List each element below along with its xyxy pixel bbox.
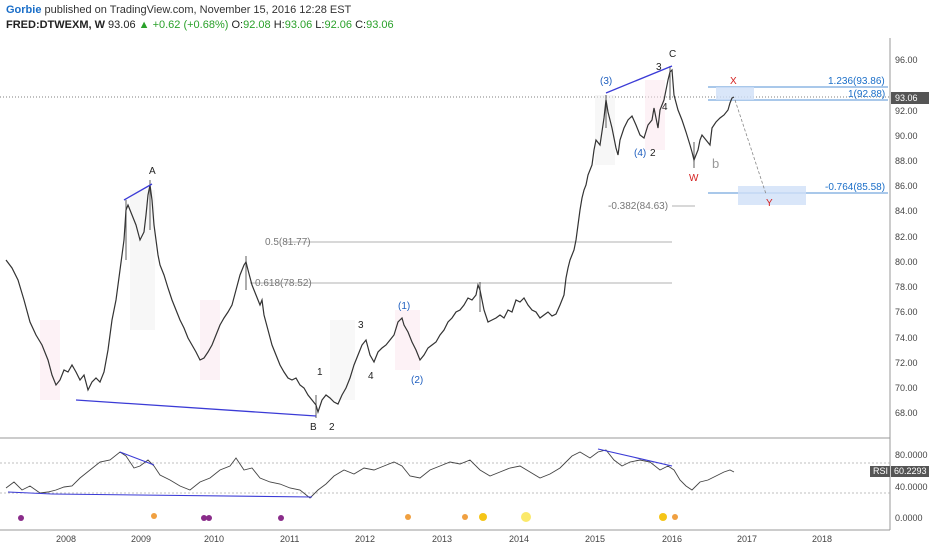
rsi-pane[interactable]: 80.0000 40.0000 0.0000 RSI 60.2293 xyxy=(0,448,929,523)
wave-1-label: 1 xyxy=(317,367,323,378)
time-tick: 2018 xyxy=(812,534,832,544)
fib-0382-label: -0.382(84.63) xyxy=(608,201,668,212)
time-tick: 2009 xyxy=(131,534,151,544)
rsi-value-badge xyxy=(891,466,929,477)
target-box-x[interactable] xyxy=(716,87,754,100)
fib-0618-label: 0.618(78.52) xyxy=(255,278,312,289)
wave-p3-label: (3) xyxy=(600,76,612,87)
price-tick: 86.00 xyxy=(895,181,918,191)
trend-lines[interactable] xyxy=(75,65,673,417)
wave-4b-label: 4 xyxy=(662,102,668,113)
author-link[interactable]: Gorbie xyxy=(6,4,42,16)
fib-levels[interactable]: 0.618(78.52) 0.5(81.77) -0.382(84.63) -0… xyxy=(250,76,888,289)
rsi-trend-low-a[interactable] xyxy=(7,491,53,495)
target-box-y[interactable] xyxy=(738,186,806,205)
ohlc-legend: FRED:DTWEXM, W 93.06 ▲ +0.62 (+0.68%) O:… xyxy=(6,19,394,31)
wave-2-label: 2 xyxy=(329,422,335,433)
price-tick: 82.00 xyxy=(895,232,918,242)
open-label: O: xyxy=(231,19,244,31)
rsi-trend-high-a[interactable] xyxy=(119,451,155,466)
trend-line-a[interactable] xyxy=(123,183,153,201)
last-price-badge-text: 93.06 xyxy=(895,93,918,103)
price-tick: 90.00 xyxy=(895,131,918,141)
wave-x-label: X xyxy=(730,76,737,87)
close-label: C: xyxy=(355,19,367,31)
high-label: H: xyxy=(273,19,285,31)
price-axis[interactable]: 96.00 92.00 90.00 88.00 86.00 84.00 82.0… xyxy=(891,55,929,418)
wave-p1-label: (1) xyxy=(398,301,410,312)
price-series[interactable] xyxy=(5,68,735,415)
price-tick: 80.00 xyxy=(895,257,918,267)
wave-3b-label: 3 xyxy=(656,62,662,73)
wave-p4-label: (4) xyxy=(634,148,646,159)
wave-labels: A B C 1 2 3 4 (1) (2) (3) (4) 2 3 4 W X … xyxy=(149,49,773,433)
wave-w-label: W xyxy=(689,173,699,184)
rsi-trend-high-b[interactable] xyxy=(597,448,673,467)
time-tick: 2016 xyxy=(662,534,682,544)
rsi-label: RSI xyxy=(873,466,888,476)
low-value: 92.06 xyxy=(324,19,353,31)
projection-line xyxy=(734,99,767,195)
time-tick: 2008 xyxy=(56,534,76,544)
wave-3-label: 3 xyxy=(358,320,364,331)
fib-0764-label: -0.764(85.58) xyxy=(825,182,885,193)
close-value: 93.06 xyxy=(366,19,394,31)
last-price-badge xyxy=(891,92,929,104)
price-tick: 92.00 xyxy=(895,106,918,116)
time-tick: 2014 xyxy=(509,534,529,544)
price-tick: 72.00 xyxy=(895,358,918,368)
time-tick: 2012 xyxy=(355,534,375,544)
change-value: ▲ +0.62 (+0.68%) xyxy=(138,19,229,31)
time-tick: 2013 xyxy=(432,534,452,544)
price-tick: 74.00 xyxy=(895,333,918,343)
publish-header: Gorbie published on TradingView.com, Nov… xyxy=(6,4,351,16)
rsi-tick: 80.0000 xyxy=(895,450,928,460)
rsi-tick: 0.0000 xyxy=(895,513,923,523)
price-tick: 88.00 xyxy=(895,156,918,166)
time-tick: 2015 xyxy=(585,534,605,544)
fib-1236-label: 1.236(93.86) xyxy=(828,76,885,87)
price-tick: 84.00 xyxy=(895,206,918,216)
fib-05-label: 0.5(81.77) xyxy=(265,237,311,248)
wave-2b-label: 2 xyxy=(650,148,656,159)
wave-b-label: B xyxy=(310,422,317,433)
rsi-tick: 40.0000 xyxy=(895,482,928,492)
time-tick: 2011 xyxy=(280,534,299,544)
price-tick: 68.00 xyxy=(895,408,918,418)
rsi-line[interactable] xyxy=(5,449,735,499)
time-axis[interactable]: 2008 2009 2010 2011 2012 2013 2014 2015 … xyxy=(56,534,832,544)
wave-4-label: 4 xyxy=(368,371,374,382)
rsi-value: 60.2293 xyxy=(894,466,927,476)
high-value: 93.06 xyxy=(284,19,313,31)
time-tick: 2017 xyxy=(737,534,757,544)
wave-a-label: A xyxy=(149,166,156,177)
wave-c-label: C xyxy=(669,49,676,60)
signal-dots xyxy=(18,512,678,522)
price-tick: 78.00 xyxy=(895,282,918,292)
rsi-label-badge xyxy=(870,466,890,477)
trend-line-lower[interactable] xyxy=(75,399,317,417)
background-shading xyxy=(40,80,665,400)
published-text: published on TradingView.com, November 1… xyxy=(44,4,352,16)
symbol-label[interactable]: FRED:DTWEXM, W xyxy=(6,19,105,31)
wave-y-label: Y xyxy=(766,198,773,209)
last-price: 93.06 xyxy=(108,19,136,31)
wave-b-small-label: b xyxy=(712,156,719,171)
trend-line-c[interactable] xyxy=(605,65,673,94)
price-tick: 76.00 xyxy=(895,307,918,317)
open-value: 92.08 xyxy=(243,19,271,31)
time-tick: 2010 xyxy=(204,534,224,544)
low-label: L: xyxy=(315,19,325,31)
price-tick: 96.00 xyxy=(895,55,918,65)
fib-1-label: 1(92.88) xyxy=(848,89,885,100)
rsi-trend-low-b[interactable] xyxy=(51,493,313,498)
price-tick: 70.00 xyxy=(895,383,918,393)
price-bars xyxy=(125,66,695,418)
wave-p2-label: (2) xyxy=(411,375,423,386)
